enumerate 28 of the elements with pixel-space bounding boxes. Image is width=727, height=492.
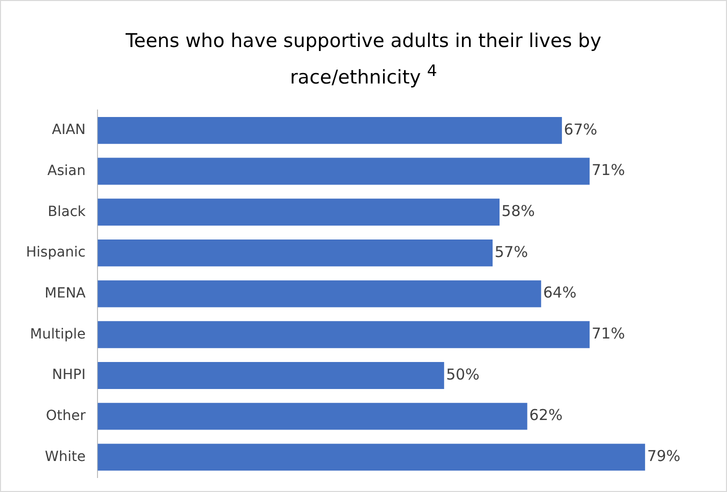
y-tick-label: White bbox=[44, 448, 86, 465]
y-tick-label: NHPI bbox=[52, 367, 86, 384]
y-tick-label: Black bbox=[48, 204, 87, 220]
y-tick-label: Other bbox=[46, 408, 86, 424]
data-label: 71% bbox=[592, 324, 625, 343]
y-tick-label: MENA bbox=[44, 285, 86, 302]
bar bbox=[98, 280, 542, 308]
data-label: 64% bbox=[543, 284, 576, 302]
y-tick-label: Hispanic bbox=[26, 244, 86, 261]
bar bbox=[98, 116, 562, 144]
data-label: 79% bbox=[647, 447, 680, 466]
data-label: 50% bbox=[446, 365, 480, 384]
data-label: 71% bbox=[592, 161, 625, 180]
bar bbox=[98, 158, 590, 185]
y-tick-label: Asian bbox=[47, 162, 86, 179]
data-label: 57% bbox=[494, 242, 528, 261]
bar bbox=[98, 198, 500, 226]
data-label: 67% bbox=[564, 120, 598, 138]
bar bbox=[98, 362, 444, 389]
chart-title: Teens who have supportive adults in their lives by race/ethnicity $^{4}$ bbox=[124, 29, 602, 90]
bar bbox=[98, 444, 646, 471]
bar bbox=[98, 239, 493, 266]
bar bbox=[98, 402, 528, 430]
bar bbox=[98, 321, 590, 348]
data-label: 62% bbox=[529, 406, 563, 424]
y-tick-label: AIAN bbox=[52, 122, 86, 138]
data-label: 58% bbox=[502, 202, 535, 220]
y-tick-label: Multiple bbox=[30, 326, 86, 342]
